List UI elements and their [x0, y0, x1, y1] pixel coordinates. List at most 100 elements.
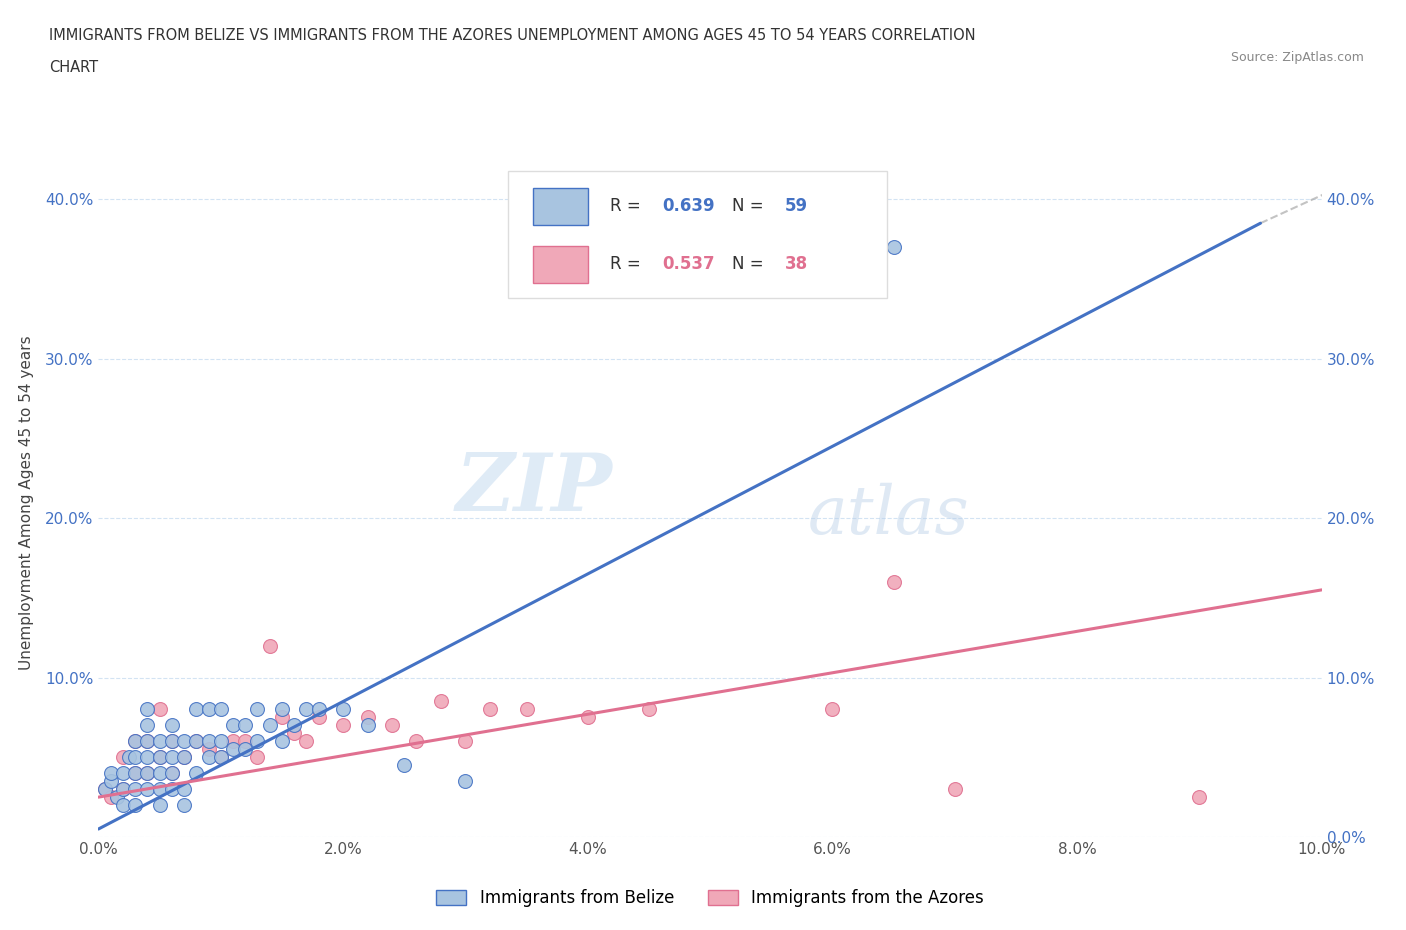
- Point: [100, 774, 122, 789]
- Point: [136, 765, 159, 780]
- FancyBboxPatch shape: [533, 188, 588, 225]
- Text: IMMIGRANTS FROM BELIZE VS IMMIGRANTS FROM THE AZORES UNEMPLOYMENT AMONG AGES 45 : IMMIGRANTS FROM BELIZE VS IMMIGRANTS FRO…: [49, 28, 976, 43]
- Point: [111, 750, 134, 764]
- Point: [111, 782, 134, 797]
- Point: [105, 790, 128, 804]
- Point: [209, 702, 232, 717]
- Point: [160, 734, 183, 749]
- Text: atlas: atlas: [808, 483, 970, 548]
- Point: [173, 750, 195, 764]
- Point: [173, 782, 195, 797]
- Point: [124, 734, 146, 749]
- Point: [283, 726, 305, 741]
- Point: [270, 710, 292, 724]
- Point: [430, 694, 453, 709]
- Point: [943, 782, 966, 797]
- Point: [186, 734, 208, 749]
- Point: [100, 765, 122, 780]
- Point: [136, 782, 159, 797]
- Point: [111, 798, 134, 813]
- Point: [186, 702, 208, 717]
- Point: [186, 734, 208, 749]
- Point: [136, 702, 159, 717]
- Point: [160, 765, 183, 780]
- Point: [883, 575, 905, 590]
- Point: [332, 718, 354, 733]
- Point: [160, 750, 183, 764]
- Point: [124, 782, 146, 797]
- Point: [197, 702, 219, 717]
- Point: [160, 782, 183, 797]
- Point: [222, 734, 245, 749]
- Point: [136, 734, 159, 749]
- Text: 0.537: 0.537: [662, 256, 714, 273]
- Point: [149, 782, 172, 797]
- Point: [124, 765, 146, 780]
- Text: Source: ZipAtlas.com: Source: ZipAtlas.com: [1230, 51, 1364, 64]
- Point: [392, 758, 416, 773]
- Point: [186, 765, 208, 780]
- Point: [160, 765, 183, 780]
- Point: [93, 782, 115, 797]
- Point: [821, 702, 844, 717]
- Point: [478, 702, 501, 717]
- Point: [197, 750, 219, 764]
- Point: [454, 774, 477, 789]
- Text: 59: 59: [785, 197, 808, 215]
- Point: [118, 750, 141, 764]
- Point: [259, 638, 281, 653]
- Legend: Immigrants from Belize, Immigrants from the Azores: Immigrants from Belize, Immigrants from …: [429, 881, 991, 916]
- Point: [209, 750, 232, 764]
- Point: [149, 798, 172, 813]
- Point: [136, 750, 159, 764]
- Point: [136, 765, 159, 780]
- Point: [149, 765, 172, 780]
- Point: [883, 240, 905, 255]
- Point: [197, 742, 219, 757]
- Text: 0.639: 0.639: [662, 197, 714, 215]
- Point: [222, 742, 245, 757]
- Text: CHART: CHART: [49, 60, 98, 75]
- Y-axis label: Unemployment Among Ages 45 to 54 years: Unemployment Among Ages 45 to 54 years: [18, 335, 34, 670]
- Point: [124, 765, 146, 780]
- Point: [124, 734, 146, 749]
- Point: [233, 734, 256, 749]
- Point: [270, 734, 292, 749]
- Point: [111, 765, 134, 780]
- Point: [356, 710, 378, 724]
- Point: [308, 702, 330, 717]
- Point: [149, 750, 172, 764]
- Text: R =: R =: [610, 197, 645, 215]
- Point: [246, 734, 269, 749]
- Point: [93, 782, 115, 797]
- Point: [1188, 790, 1211, 804]
- Point: [149, 734, 172, 749]
- Point: [332, 702, 354, 717]
- Text: N =: N =: [733, 256, 769, 273]
- Point: [173, 734, 195, 749]
- Point: [149, 702, 172, 717]
- Point: [637, 702, 661, 717]
- Point: [405, 734, 427, 749]
- FancyBboxPatch shape: [533, 246, 588, 283]
- Point: [283, 718, 305, 733]
- Point: [149, 750, 172, 764]
- Point: [356, 718, 378, 733]
- Text: R =: R =: [610, 256, 645, 273]
- Text: N =: N =: [733, 197, 769, 215]
- Point: [516, 702, 538, 717]
- Point: [209, 734, 232, 749]
- Point: [124, 750, 146, 764]
- Point: [197, 734, 219, 749]
- Point: [295, 734, 318, 749]
- Point: [173, 750, 195, 764]
- Point: [160, 718, 183, 733]
- Point: [111, 782, 134, 797]
- Point: [173, 798, 195, 813]
- Point: [259, 718, 281, 733]
- Text: 38: 38: [785, 256, 808, 273]
- Point: [454, 734, 477, 749]
- Text: ZIP: ZIP: [456, 450, 612, 527]
- Point: [308, 710, 330, 724]
- Point: [160, 734, 183, 749]
